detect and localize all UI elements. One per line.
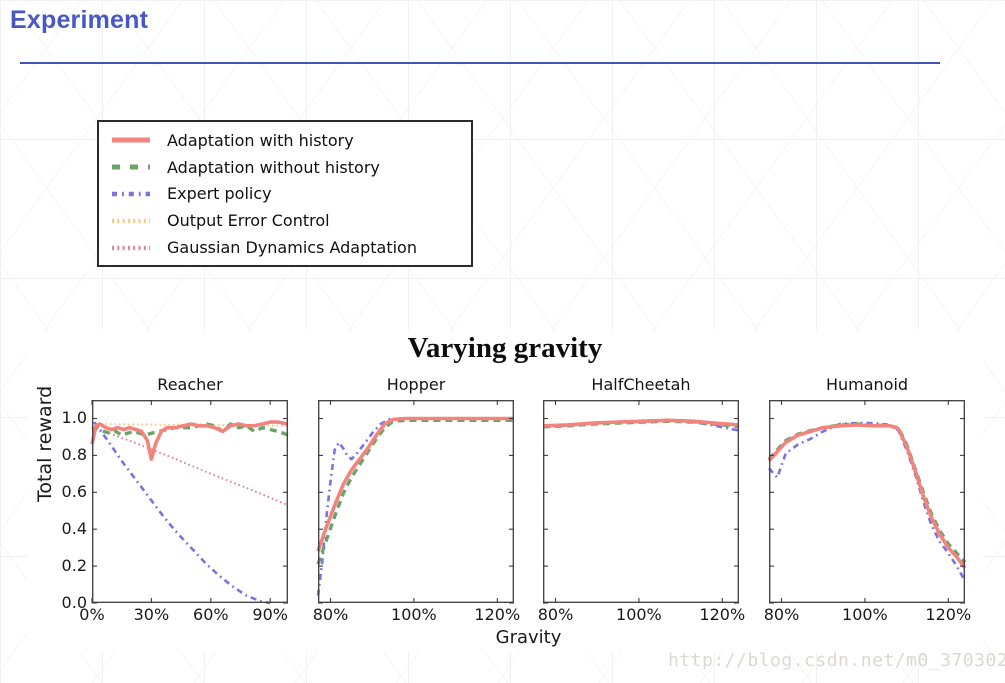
- legend-item: Adaptation with history: [111, 127, 471, 154]
- x-tick-label: 90%: [252, 605, 288, 624]
- x-tick-label: 100%: [842, 605, 888, 624]
- axis-frame: [769, 400, 965, 603]
- y-tick-label: 0.0: [61, 593, 87, 612]
- y-tick-label: 0.6: [61, 482, 87, 502]
- legend-item-label: Adaptation with history: [167, 130, 354, 150]
- x-tick-label: 80%: [312, 605, 349, 624]
- page-title: Experiment: [10, 6, 149, 34]
- series-line: [91, 422, 289, 437]
- chart-legend: Adaptation with history Adaptation witho…: [97, 120, 473, 267]
- dashdot-line-swatch-icon: [112, 191, 150, 197]
- subplot-title: Humanoid: [825, 375, 909, 394]
- x-tick-label: 100%: [616, 605, 662, 624]
- legend-item: Gaussian Dynamics Adaptation: [111, 234, 471, 261]
- heading-underline: [20, 62, 940, 64]
- series-line: [316, 418, 514, 565]
- y-tick-label: 0.8: [61, 445, 87, 465]
- subplot-title: HalfCheetah: [591, 375, 691, 394]
- dotted-line-swatch-icon: [112, 218, 150, 224]
- x-axis-label: Gravity: [495, 627, 562, 648]
- x-tick-label: 80%: [537, 605, 574, 624]
- legend-item-label: Output Error Control: [167, 211, 330, 231]
- series-line: [768, 421, 967, 582]
- series-line: [92, 421, 271, 605]
- x-tick-label: 100%: [391, 605, 437, 624]
- solid-line-swatch-icon: [112, 137, 150, 143]
- subplot-halfcheetah: HalfCheetah 80% 100% 120%: [538, 375, 745, 636]
- x-tick-label: 120%: [925, 605, 972, 624]
- x-tick-label: 80%: [763, 605, 800, 624]
- series-line: [90, 420, 289, 461]
- figure: Varying gravity Total reward 0.0 0.2 0.4 0.…: [27, 330, 983, 652]
- y-tick-label: 0.2: [61, 556, 87, 576]
- legend-item: Adaptation without history: [111, 154, 471, 181]
- plot-canvas: [316, 400, 514, 604]
- dashed-line-swatch-icon: [112, 164, 150, 170]
- axis-frame: [92, 400, 288, 603]
- y-tick-label: 1.0: [61, 408, 87, 428]
- legend-item: Expert policy: [111, 181, 471, 208]
- plot-canvas: [90, 400, 289, 605]
- x-tick-label: 120%: [474, 605, 521, 624]
- series-line: [316, 416, 514, 552]
- axis-frame: [543, 400, 739, 603]
- series-line: [542, 418, 740, 428]
- series-line: [316, 417, 514, 596]
- figure-title: Varying gravity: [407, 332, 603, 364]
- subplot-hopper: Hopper 80% 100% 120%: [313, 375, 520, 636]
- axis-frame: [318, 400, 514, 603]
- watermark: http://blog.csdn.net/m0_37030242: [668, 650, 1005, 671]
- legend-item: Output Error Control: [111, 207, 471, 234]
- subplot-humanoid: Humanoid 80% 100% 120%: [764, 375, 971, 636]
- plot-canvas: [542, 400, 740, 604]
- subplot-title: Hopper: [386, 375, 446, 394]
- dotted-line-swatch-icon: [112, 245, 150, 250]
- legend-item-label: Gaussian Dynamics Adaptation: [167, 238, 417, 258]
- x-tick-label: 30%: [133, 605, 170, 624]
- x-tick-label: 120%: [699, 605, 746, 624]
- x-tick-label: 0%: [79, 605, 105, 624]
- plot-canvas: [767, 400, 967, 604]
- subplot-title: Reacher: [157, 375, 223, 394]
- subplot-reacher: Reacher 0% 30% 60% 90%: [79, 375, 289, 636]
- series-line: [91, 425, 289, 507]
- series-line: [767, 423, 967, 569]
- y-tick-label: 0.4: [61, 519, 87, 539]
- x-tick-label: 60%: [193, 605, 229, 624]
- legend-item-label: Expert policy: [167, 184, 272, 204]
- legend-item-label: Adaptation without history: [167, 157, 380, 177]
